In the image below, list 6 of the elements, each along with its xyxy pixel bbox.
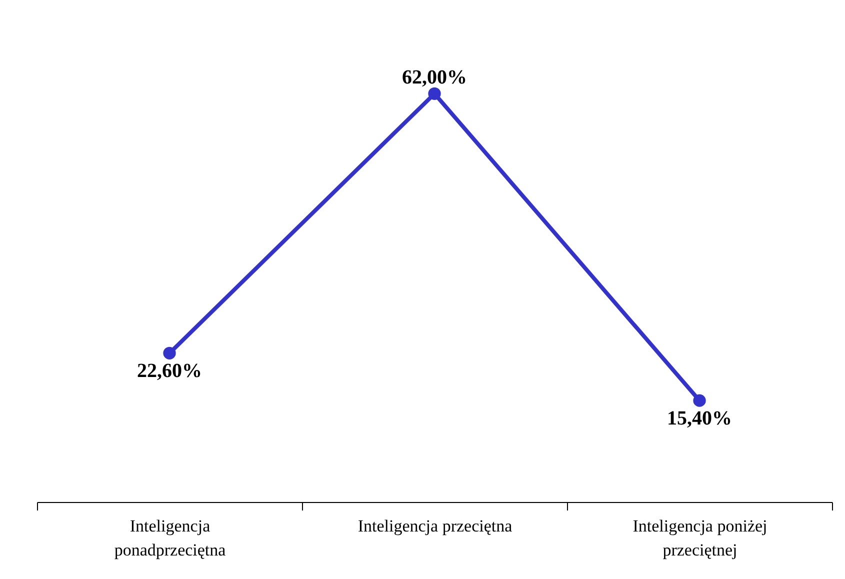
x-tick-label: Inteligencja ponadprzeciętna: [114, 516, 226, 560]
data-label: 15,40%: [667, 408, 732, 430]
data-label: 22,60%: [137, 360, 202, 382]
x-tick-label: Inteligencja poniżej przeciętnej: [632, 516, 768, 560]
data-label: 62,00%: [402, 66, 467, 89]
x-tick-label: Inteligencja przeciętna: [358, 516, 513, 536]
